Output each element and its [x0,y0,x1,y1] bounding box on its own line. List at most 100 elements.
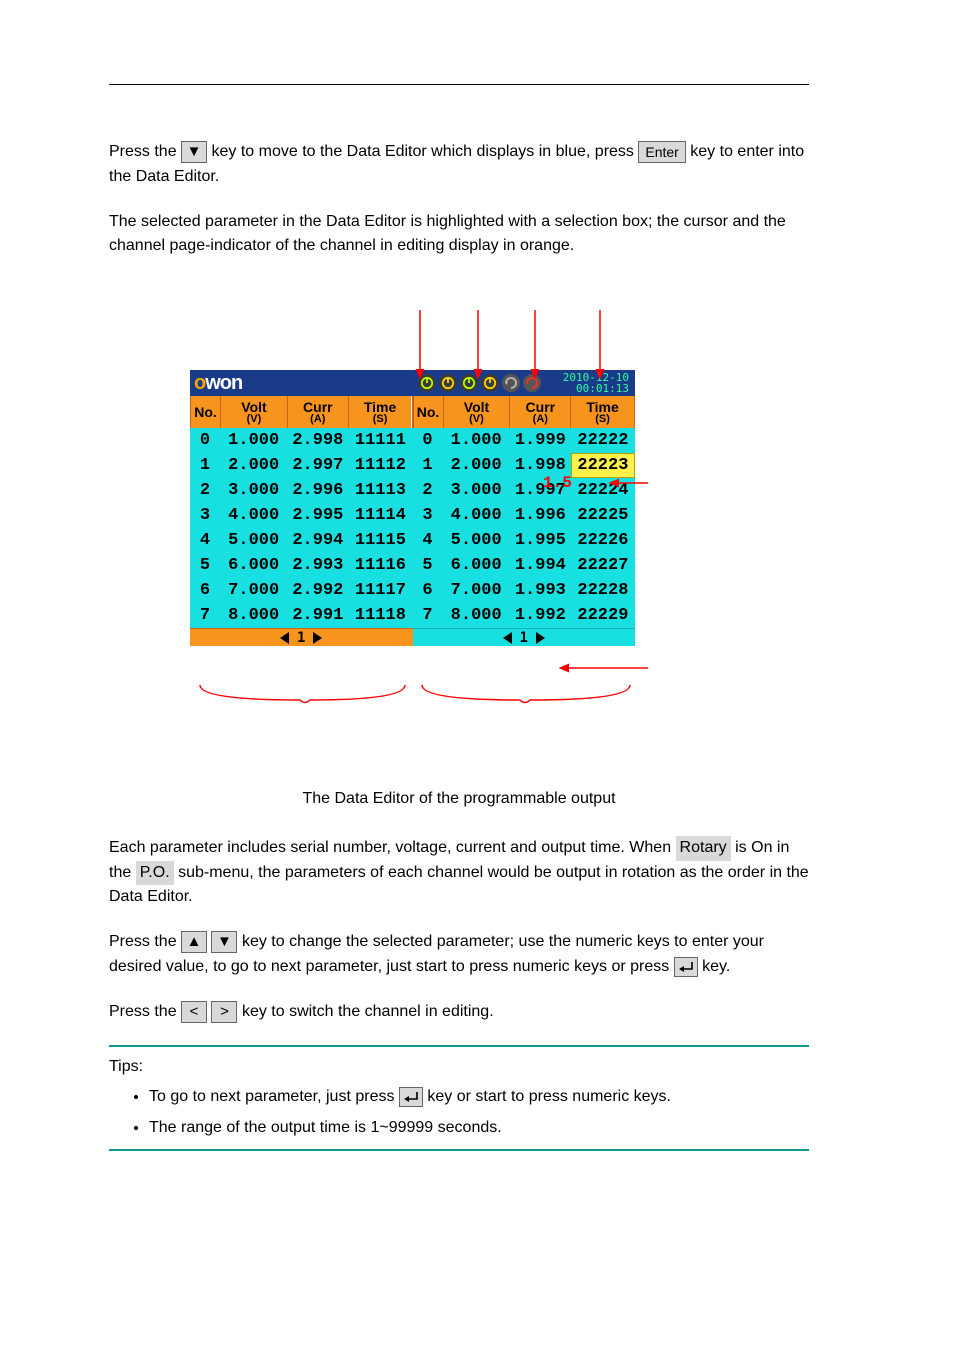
text: key to move to the Data Editor which dis… [211,143,638,160]
table-cell: 6.000 [443,553,510,578]
col-volt: Volt(V) [443,396,510,428]
table-cell: 22222 [571,428,635,453]
col-curr: Curr(A) [509,396,570,428]
table-cell: 11114 [348,503,412,528]
table-cell: 11118 [348,603,412,628]
table-cell: 5 [413,553,443,578]
logo-o: o [194,372,205,394]
table-row: 01.0001.99922222 [413,428,636,453]
logo-text: won [205,372,242,394]
table-cell: 4.000 [220,503,287,528]
table-cell: 5 [190,553,220,578]
ch1-header: No. Volt(V) Curr(A) Time(S) [190,396,413,428]
table-cell: 4 [190,528,220,553]
up-key: ▲ [181,931,207,953]
top-rule [109,84,809,85]
enter-key: Enter [638,141,685,163]
table-cell: 2.993 [287,553,348,578]
tips-title: Tips: [109,1055,809,1080]
table-cell: 11115 [348,528,412,553]
table-cell: 11117 [348,578,412,603]
table-cell: 22224 [571,478,635,503]
table-cell: 6.000 [220,553,287,578]
table-cell: 22223 [571,453,635,478]
logo: owon [190,372,242,395]
paragraph-4: Press the ▲ ▼ key to change the selected… [109,930,809,980]
table-cell: 22225 [571,503,635,528]
col-time: Time(S) [570,396,634,428]
table-cell: 1 [413,453,443,478]
pager-right-icon [536,632,545,644]
table-cell: 7 [190,603,220,628]
channel-1-table: No. Volt(V) Curr(A) Time(S) 01.0002.9981… [190,396,413,646]
table-row: 78.0001.99222229 [413,603,636,628]
ch2-header: No. Volt(V) Curr(A) Time(S) [413,396,636,428]
po-label: P.O. [136,861,174,886]
timestamp-time: 00:01:13 [563,383,629,394]
paragraph-1: Press the ▼ key to move to the Data Edit… [109,140,809,190]
table-cell: 1.000 [220,428,287,453]
text: Press the [109,143,181,160]
table-cell: 1.996 [510,503,571,528]
table-cell: 22227 [571,553,635,578]
table-row: 12.0001.99822223 [413,453,636,478]
table-cell: 2.994 [287,528,348,553]
table-cell: 6 [190,578,220,603]
table-cell: 7.000 [220,578,287,603]
rotary-label: Rotary [676,836,731,861]
table-cell: 11113 [348,478,412,503]
pager-left-icon [503,632,512,644]
table-cell: 7.000 [443,578,510,603]
table-cell: 0 [413,428,443,453]
col-no: No. [413,396,443,428]
ch2-status-icon [460,374,478,392]
tip-1: To go to next parameter, just press key … [149,1085,809,1110]
tips-bottom-rule [109,1149,809,1151]
rotary-on-icon [523,374,541,392]
table-row: 45.0002.99411115 [190,528,413,553]
ch1-pager: 1 [190,628,413,646]
table-cell: 1.000 [443,428,510,453]
tips-top-rule [109,1045,809,1047]
table-cell: 5.000 [220,528,287,553]
paragraph-3: Each parameter includes serial number, v… [109,836,809,910]
table-cell: 2.992 [287,578,348,603]
table-row: 45.0001.99522226 [413,528,636,553]
table-cell: 1.992 [510,603,571,628]
pager-left-icon [280,632,289,644]
table-cell: 1.995 [510,528,571,553]
ch1-page-number: 1 [297,630,305,646]
down-key: ▼ [181,141,207,163]
table-cell: 3.000 [220,478,287,503]
table-cell: 2.991 [287,603,348,628]
table-row: 01.0002.99811111 [190,428,413,453]
table-row: 34.0002.99511114 [190,503,413,528]
table-row: 67.0001.99322228 [413,578,636,603]
table-row: 34.0001.99622225 [413,503,636,528]
table-cell: 11112 [348,453,412,478]
table-cell: 22228 [571,578,635,603]
data-editor-screenshot: owon 2010-12-10 00:01:13 No. Volt(V) Cur… [190,370,635,680]
table-cell: 3 [190,503,220,528]
table-row: 78.0002.99111118 [190,603,413,628]
col-curr: Curr(A) [287,396,348,428]
col-volt: Volt(V) [220,396,287,428]
table-cell: 1.999 [510,428,571,453]
table-cell: 4 [413,528,443,553]
table-cell: 2 [413,478,443,503]
table-cell: 0 [190,428,220,453]
table-cell: 7 [413,603,443,628]
right-key: > [211,1001,237,1023]
enter-key-icon [399,1087,423,1107]
table-cell: 2.996 [287,478,348,503]
table-cell: 11111 [348,428,412,453]
rotary-off-icon [502,374,520,392]
table-cell: 1.993 [510,578,571,603]
table-cell: 11116 [348,553,412,578]
table-cell: 4.000 [443,503,510,528]
table-cell: 22226 [571,528,635,553]
table-cell: 3.000 [443,478,510,503]
col-time: Time(S) [348,396,412,428]
table-cell: 3 [413,503,443,528]
ch2-status-icon-alt [481,374,499,392]
